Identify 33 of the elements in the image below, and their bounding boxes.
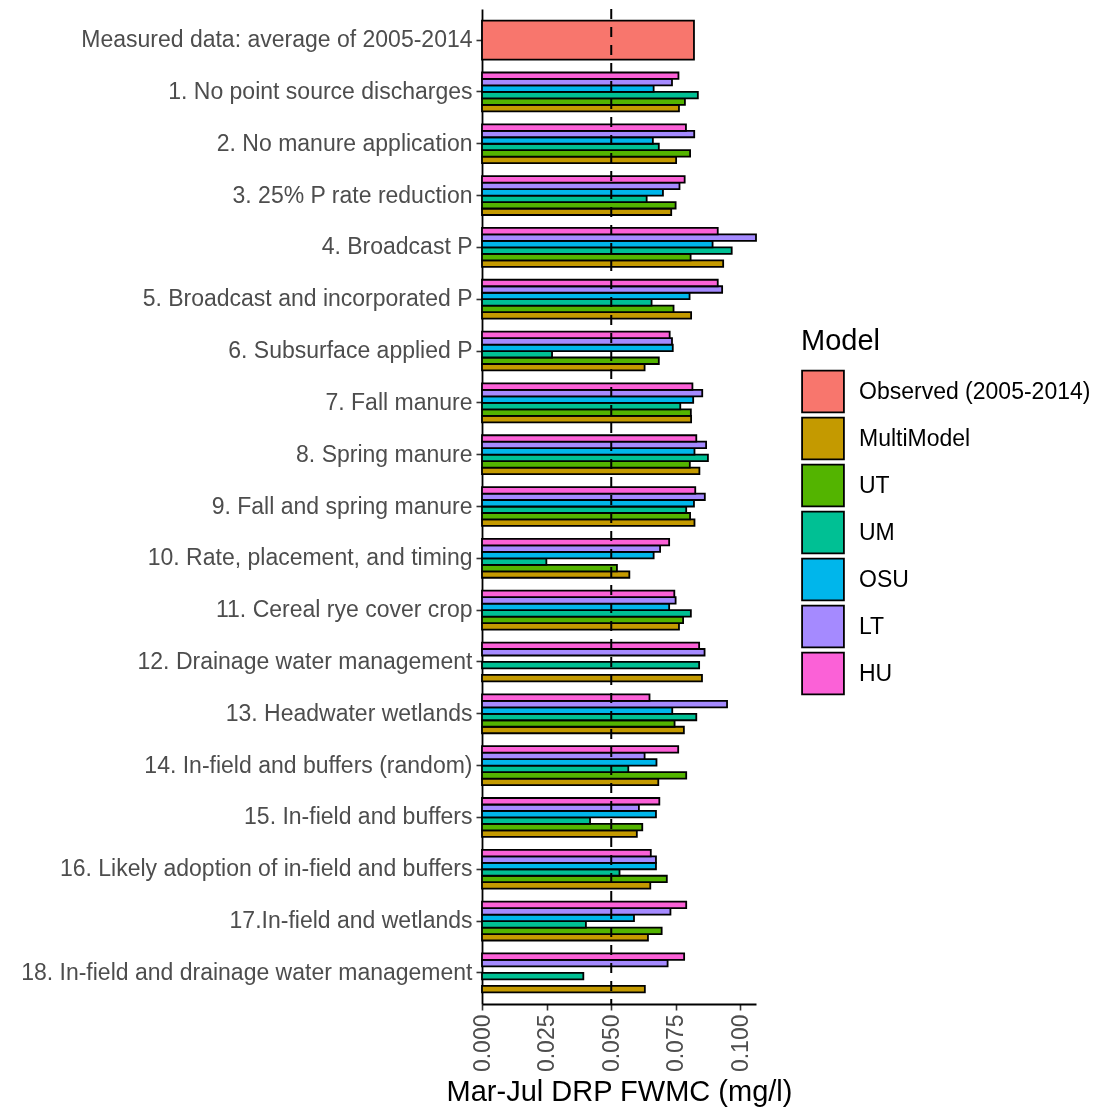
- legend-label: UM: [859, 518, 895, 545]
- y-tick-label: 5. Broadcast and incorporated P: [142, 285, 473, 312]
- y-tick-label: 16. Likely adoption of in-field and buffers: [59, 855, 473, 882]
- y-tick-label: 3. 25% P rate reduction: [232, 181, 473, 208]
- legend-title: Model: [801, 323, 880, 356]
- y-tick-label: 7. Fall manure: [325, 388, 473, 415]
- x-tick-label: 0.075: [662, 1014, 689, 1073]
- y-tick-label: 6. Subsurface applied P: [228, 337, 473, 364]
- y-tick-label: 15. In-field and buffers: [244, 803, 473, 830]
- y-tick-label: 10. Rate, placement, and timing: [147, 544, 473, 571]
- y-tick-label: Measured data: average of 2005-2014: [81, 26, 473, 53]
- y-tick-label: 4. Broadcast P: [321, 233, 473, 260]
- y-tick-label: 11. Cereal rye cover crop: [215, 596, 473, 623]
- y-tick-label: 8. Spring manure: [296, 440, 473, 467]
- y-tick-label: 13. Headwater wetlands: [225, 699, 473, 726]
- legend-label: MultiModel: [859, 424, 971, 451]
- y-tick-label: 2. No manure application: [216, 129, 473, 156]
- x-tick-label: 0.025: [533, 1014, 560, 1073]
- legend-label: Observed (2005-2014): [859, 377, 1091, 404]
- y-tick-label: 18. In-field and drainage water management: [21, 958, 474, 985]
- x-tick-label: 0.100: [726, 1014, 753, 1073]
- x-tick-label: 0.050: [597, 1014, 624, 1073]
- legend-label: OSU: [859, 565, 909, 592]
- legend-label: HU: [859, 659, 893, 686]
- x-axis-title: Mar-Jul DRP FWMC (mg/l): [446, 1075, 793, 1108]
- y-tick-label: 1. No point source discharges: [168, 77, 473, 104]
- legend-label: LT: [859, 612, 885, 639]
- y-tick-label: 14. In-field and buffers (random): [144, 751, 473, 778]
- y-tick-label: 9. Fall and spring manure: [211, 492, 473, 519]
- y-tick-label: 12. Drainage water management: [137, 647, 474, 674]
- y-tick-label: 17.In-field and wetlands: [229, 907, 473, 934]
- x-tick-label: 0.000: [468, 1014, 495, 1073]
- legend-label: UT: [859, 471, 890, 498]
